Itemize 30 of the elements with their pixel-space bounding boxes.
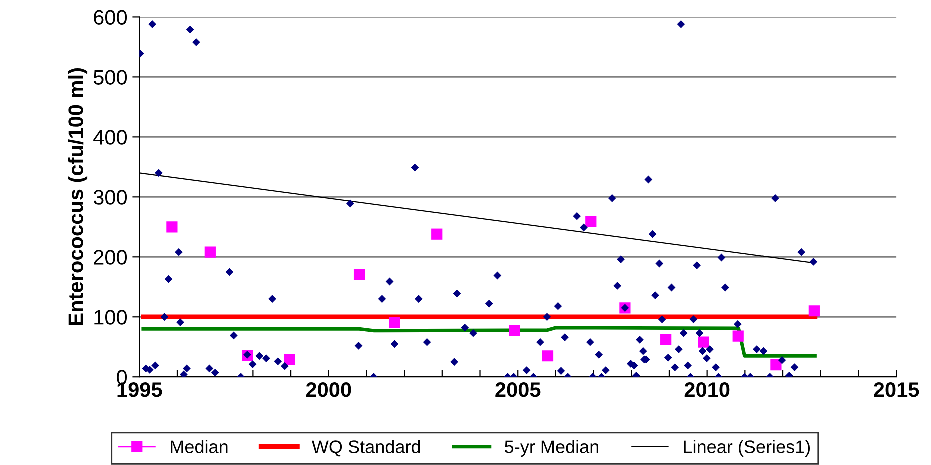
point: [509, 325, 520, 336]
point: [432, 228, 443, 240]
point: [354, 268, 366, 280]
point: [542, 350, 554, 362]
legend-label: 5-yr Median: [505, 440, 598, 457]
point: [698, 336, 710, 348]
point: [389, 316, 400, 328]
x-tick-label: 2005: [496, 382, 541, 398]
point: [586, 216, 597, 228]
point: [732, 330, 744, 342]
legend-label: Linear (Series1): [684, 440, 810, 457]
point: [204, 246, 216, 258]
y-tick-label: 400: [94, 130, 128, 145]
y-tick-label: 500: [94, 70, 128, 85]
x-tick-label: 2000: [306, 382, 352, 398]
point: [660, 334, 672, 346]
legend-label: WQ Standard: [312, 440, 420, 457]
y-tick-label: 300: [94, 190, 128, 205]
y-tick-label: 100: [94, 310, 128, 325]
point: [770, 360, 782, 371]
y-axis-title: Enterococcus (cfu/100 ml): [68, 68, 88, 326]
point: [284, 354, 296, 366]
x-tick-label: 1995: [118, 382, 162, 398]
x-tick-label: 2010: [684, 382, 730, 398]
x-tick-label: 2015: [874, 382, 920, 398]
y-tick-label: 600: [94, 10, 128, 25]
legend-label: Median: [171, 440, 228, 454]
y-tick-label: 200: [94, 250, 128, 265]
point: [166, 222, 178, 233]
point: [808, 306, 820, 317]
